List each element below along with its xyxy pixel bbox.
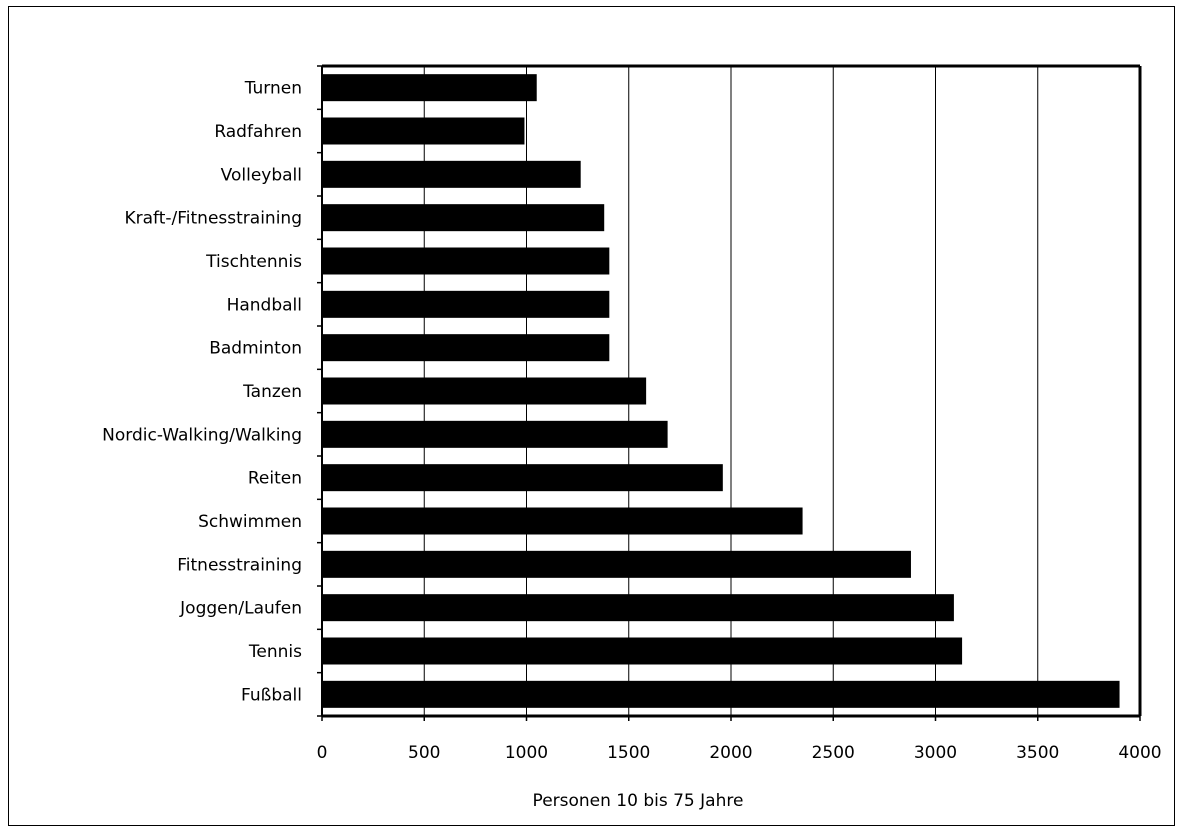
x-tick-label: 2500 — [812, 743, 855, 763]
category-label: Tanzen — [242, 382, 302, 402]
x-tick-label: 4000 — [1118, 743, 1161, 763]
bar — [323, 290, 610, 318]
x-tick-label: 3500 — [1016, 743, 1059, 763]
category-label: Fitnesstraining — [177, 555, 302, 575]
x-tick-label: 2000 — [709, 743, 752, 763]
bar — [323, 507, 803, 535]
bar — [323, 160, 581, 188]
category-label: Badminton — [209, 339, 302, 359]
bar — [323, 377, 647, 405]
category-label: Fußball — [241, 685, 302, 705]
tick-labels: 0 500 1000 1500 2000 2500 3000 3500 4000 — [317, 743, 1162, 763]
category-label: Turnen — [244, 79, 302, 99]
axes — [317, 64, 1142, 721]
category-label: Nordic-Walking/Walking — [102, 425, 302, 445]
bar — [323, 117, 525, 145]
bar — [323, 420, 668, 448]
category-labels: Turnen Radfahren Volleyball Kraft-/Fitnesst… — [102, 79, 302, 706]
category-label: Handball — [227, 295, 302, 315]
bar — [323, 204, 605, 232]
category-label: Reiten — [248, 469, 302, 489]
category-label: Radfahren — [214, 122, 302, 142]
x-tick-label: 500 — [408, 743, 440, 763]
category-label: Schwimmen — [198, 512, 302, 532]
x-tick-label: 1000 — [505, 743, 548, 763]
category-label: Volleyball — [221, 165, 302, 185]
bar — [323, 334, 610, 362]
category-label: Joggen/Laufen — [179, 599, 302, 619]
bar — [323, 680, 1120, 708]
x-tick-label: 1500 — [607, 743, 650, 763]
bar — [323, 74, 537, 102]
category-label: Tischtennis — [205, 252, 302, 272]
bar — [323, 464, 723, 492]
bar — [323, 247, 610, 275]
x-tick-label: 0 — [317, 743, 328, 763]
x-tick-label: 3000 — [914, 743, 957, 763]
category-label: Kraft-/Fitnesstraining — [124, 209, 302, 229]
category-label: Tennis — [248, 642, 302, 662]
x-axis-title: Personen 10 bis 75 Jahre — [533, 791, 744, 811]
bar — [323, 550, 911, 578]
bars — [323, 74, 1120, 708]
bar — [323, 594, 954, 622]
bar — [323, 637, 963, 665]
